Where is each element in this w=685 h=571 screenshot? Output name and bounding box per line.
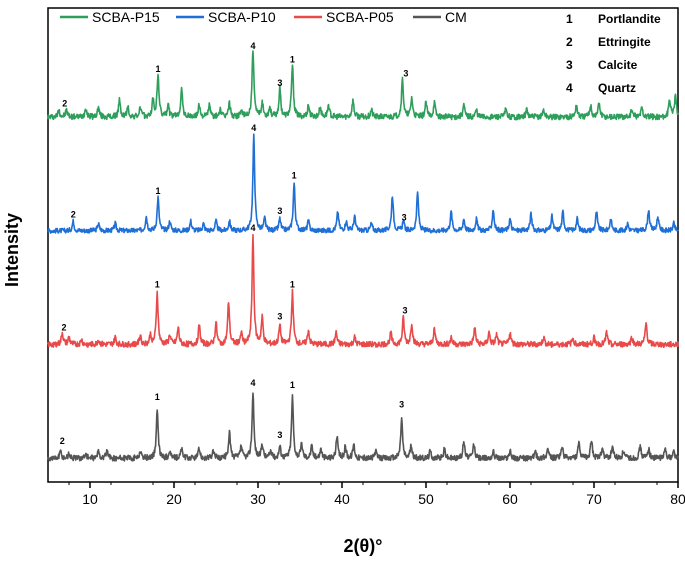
- peak-label: 2: [62, 99, 67, 109]
- peak-label: 2: [60, 436, 65, 446]
- x-tick-label: 50: [418, 491, 434, 507]
- peak-label: 3: [399, 400, 404, 410]
- phase-key-number: 4: [566, 81, 573, 95]
- peak-label: 3: [277, 206, 282, 216]
- plot-frame: [47, 7, 679, 483]
- peak-label: 1: [292, 171, 297, 181]
- phase-key-number: 2: [566, 35, 573, 49]
- x-axis: 10 20 30 40 50 60 70 80: [68, 482, 685, 507]
- peak-label: 3: [402, 212, 407, 222]
- x-tick-label: 10: [82, 491, 98, 507]
- series-line-scba-p15: [47, 50, 679, 121]
- legend-label: SCBA-P05: [326, 9, 394, 25]
- phase-key-name: Ettringite: [598, 35, 651, 49]
- peak-label: 4: [250, 223, 255, 233]
- series-line-scba-p05: [47, 233, 679, 349]
- x-tick-label: 70: [586, 491, 602, 507]
- y-axis-label: Intensity: [2, 213, 22, 287]
- phase-key-name: Calcite: [598, 58, 638, 72]
- peak-label: 4: [251, 123, 256, 133]
- phase-key: 1 Portlandite 2 Ettringite 3 Calcite 4 Quartz: [566, 12, 661, 95]
- peak-label: 1: [155, 280, 160, 290]
- peak-label: 2: [71, 210, 76, 220]
- x-axis-label: 2(θ)°: [344, 536, 383, 556]
- legend-label: CM: [445, 9, 467, 25]
- series-line-scba-p10: [47, 133, 679, 234]
- peak-label: 3: [277, 78, 282, 88]
- phase-key-name: Quartz: [598, 81, 636, 95]
- series-layer: [47, 50, 679, 462]
- peak-label: 1: [290, 55, 295, 65]
- legend: SCBA-P15 SCBA-P10 SCBA-P05 CM: [60, 9, 467, 25]
- legend-label: SCBA-P15: [92, 9, 160, 25]
- peak-label: 1: [156, 186, 161, 196]
- x-tick-label: 30: [250, 491, 266, 507]
- peak-label: 4: [250, 378, 255, 388]
- phase-key-number: 3: [566, 58, 573, 72]
- peak-label: 1: [156, 64, 161, 74]
- peak-label: 3: [402, 306, 407, 316]
- peak-label: 3: [277, 311, 282, 321]
- series-line-cm: [47, 392, 679, 462]
- x-tick-label: 80: [670, 491, 685, 507]
- peak-label: 1: [155, 392, 160, 402]
- phase-key-name: Portlandite: [598, 12, 661, 26]
- phase-key-number: 1: [566, 12, 573, 26]
- peak-label: 4: [250, 41, 255, 51]
- peak-label: 3: [277, 430, 282, 440]
- legend-label: SCBA-P10: [208, 9, 276, 25]
- x-tick-label: 60: [502, 491, 518, 507]
- x-tick-label: 40: [334, 491, 350, 507]
- peak-label-layer: 2 1 4 3 1 3 2 1 4 3 1 3 2 1 4 3 1 3 2 1 4 3 1 3: [60, 41, 409, 446]
- peak-label: 2: [61, 322, 66, 332]
- peak-label: 1: [290, 280, 295, 290]
- x-tick-label: 20: [166, 491, 182, 507]
- peak-label: 3: [403, 69, 408, 79]
- peak-label: 1: [290, 380, 295, 390]
